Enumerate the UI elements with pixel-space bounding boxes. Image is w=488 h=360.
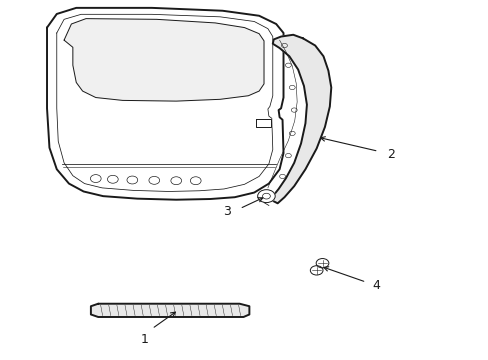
Circle shape	[170, 177, 181, 185]
Circle shape	[90, 175, 101, 183]
Polygon shape	[256, 119, 271, 127]
Circle shape	[107, 175, 118, 183]
Circle shape	[257, 190, 275, 203]
Circle shape	[190, 177, 201, 185]
Circle shape	[149, 176, 159, 184]
Polygon shape	[47, 8, 283, 200]
Text: 4: 4	[371, 279, 379, 292]
Circle shape	[310, 266, 323, 275]
Text: 1: 1	[141, 333, 148, 346]
Circle shape	[127, 176, 138, 184]
Circle shape	[316, 258, 328, 268]
Text: 3: 3	[223, 205, 230, 218]
Polygon shape	[91, 304, 249, 317]
Text: 2: 2	[386, 148, 394, 161]
Polygon shape	[64, 19, 264, 101]
Polygon shape	[272, 35, 330, 203]
